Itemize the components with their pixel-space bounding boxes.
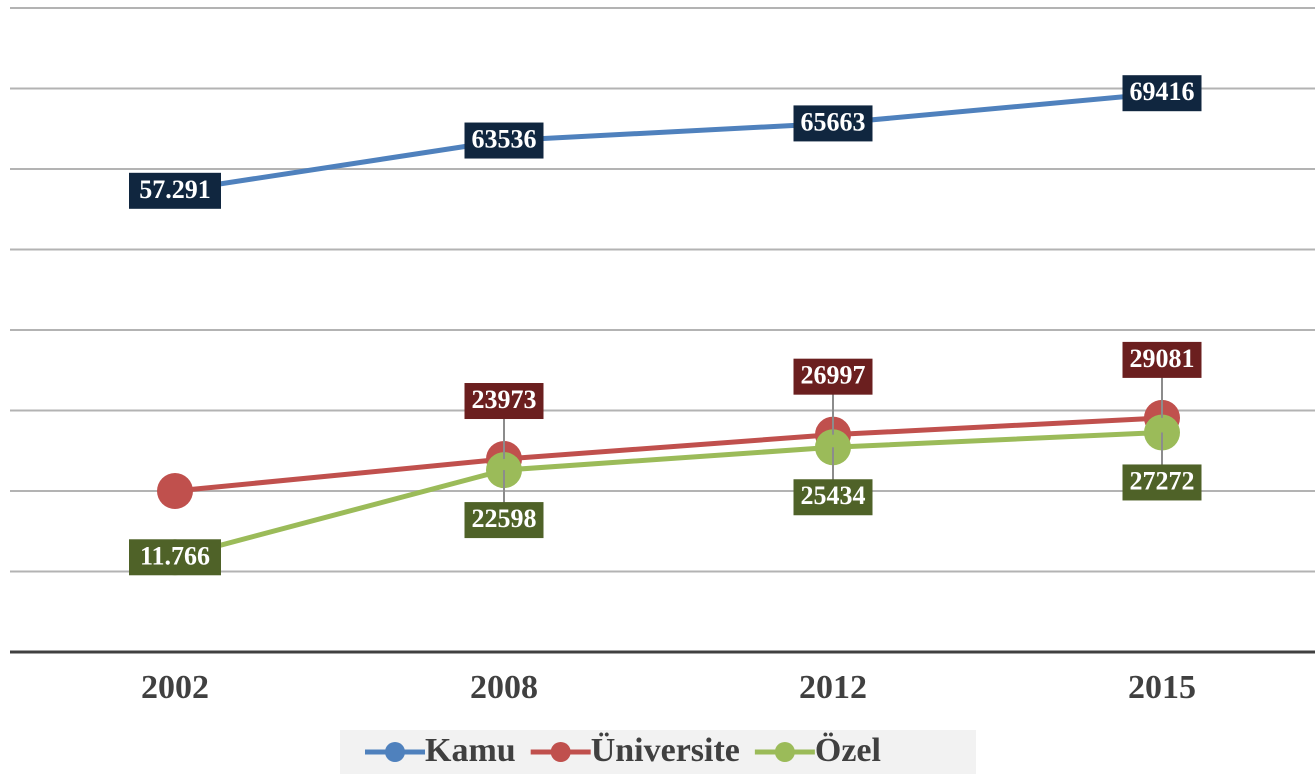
data-label-box	[793, 105, 873, 142]
legend-marker	[774, 742, 795, 762]
legend-marker	[550, 742, 571, 762]
data-label: 22598	[472, 504, 537, 533]
legend-marker	[385, 742, 405, 762]
data-label: 63536	[472, 125, 537, 154]
legend-box	[340, 730, 976, 774]
data-label: 29081	[1130, 344, 1195, 373]
data-label-box	[464, 502, 544, 539]
data-label: 23973	[472, 385, 537, 414]
data-label: 27272	[1130, 466, 1195, 495]
series-line	[174, 429, 1163, 560]
data-label: 69416	[1130, 77, 1195, 106]
data-label: 26997	[801, 361, 866, 390]
data-label-box	[793, 479, 873, 516]
series-line	[174, 415, 1163, 494]
x-tick-label: 2002	[141, 669, 209, 706]
data-label: 65663	[801, 107, 866, 136]
data-label-box	[464, 122, 544, 159]
data-label: 25434	[801, 481, 866, 510]
series-line	[174, 90, 1163, 194]
data-label-box	[129, 172, 221, 209]
x-tick-label: 2008	[470, 669, 538, 706]
data-label: 57.291	[139, 175, 211, 204]
marker	[157, 473, 193, 509]
legend-label: Özel	[815, 732, 881, 769]
x-tick-label: 2015	[1128, 669, 1196, 706]
data-label-box	[129, 539, 221, 576]
data-label-box	[1122, 341, 1202, 378]
data-label-box	[1122, 464, 1202, 501]
data-label: 11.766	[140, 541, 210, 570]
x-tick-label: 2012	[799, 669, 867, 706]
data-label-box	[1122, 75, 1202, 112]
data-label-box	[464, 383, 544, 420]
data-label-box	[793, 358, 873, 395]
legend-label: Kamu	[425, 732, 516, 769]
legend-label: Üniversite	[591, 732, 740, 769]
